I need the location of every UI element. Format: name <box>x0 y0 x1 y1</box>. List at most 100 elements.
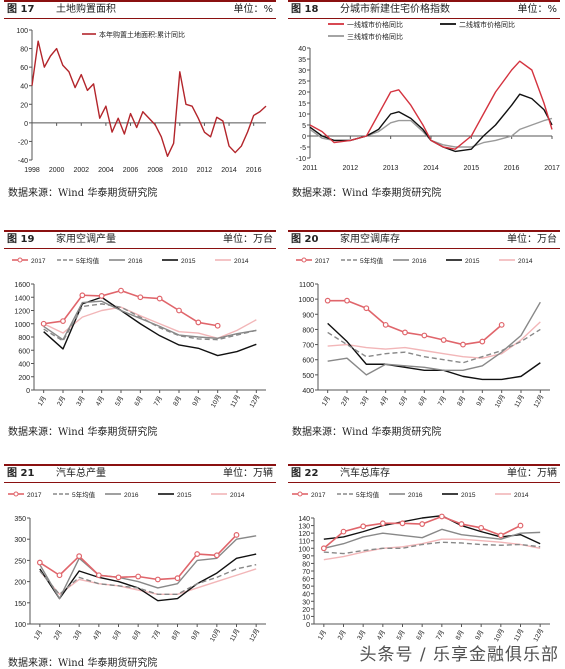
legend-label: 2017 <box>27 492 42 499</box>
x-tick-label: 9月 <box>189 629 201 642</box>
y-tick-label: 20 <box>298 90 306 97</box>
y-tick-label: 100 <box>298 546 310 553</box>
data-point <box>460 341 466 348</box>
data-point <box>213 552 220 559</box>
series-line <box>327 299 503 346</box>
legend-label: 5年均值 <box>360 256 384 265</box>
x-tick-label: 2016 <box>246 167 262 174</box>
x-tick-label: 12月 <box>248 393 262 409</box>
y-tick-label: 1400 <box>14 295 30 302</box>
series-line <box>309 117 553 148</box>
legend-label: 2014 <box>234 258 249 265</box>
x-tick-label: 6月 <box>414 629 426 642</box>
x-tick-label: 6月 <box>417 395 429 408</box>
legend-label: 2015 <box>461 492 476 499</box>
y-tick-label: 40 <box>302 592 310 599</box>
x-tick-label: 2014 <box>423 165 439 172</box>
x-tick-label: 1月 <box>316 629 328 642</box>
y-tick-label: 1100 <box>299 282 314 289</box>
legend-label: 二线城市价格同比 <box>459 20 515 29</box>
data-point <box>438 513 445 520</box>
legend-label: 2016 <box>408 492 423 499</box>
legend-label: 2014 <box>514 492 529 499</box>
legend-label: 5年均值 <box>72 490 96 499</box>
y-tick-label: 35 <box>298 57 306 64</box>
x-tick-label: 2004 <box>98 167 114 174</box>
x-tick-label: 1月 <box>320 395 332 408</box>
series-line <box>327 328 541 364</box>
data-point <box>382 321 389 328</box>
series-line <box>323 528 541 549</box>
data-point <box>517 522 524 529</box>
y-tick-label: 50 <box>302 584 310 591</box>
x-tick-label: 8月 <box>171 395 183 408</box>
y-tick-label: 80 <box>302 561 310 568</box>
chart-panel-17: 图 17 土地购置面积 单位：% -40 -20 0 20 40 60 80 100 1998 2… <box>4 0 276 200</box>
y-tick-label: 1000 <box>298 297 314 304</box>
figure-number: 图 18 <box>291 4 319 15</box>
y-tick-label: 150 <box>14 601 26 608</box>
x-tick-label: 4月 <box>378 395 390 408</box>
series-line <box>39 568 257 596</box>
x-tick-label: 12月 <box>532 393 546 409</box>
x-tick-label: 5月 <box>397 395 409 408</box>
series-line <box>323 541 541 555</box>
y-tick-label: 400 <box>18 362 30 369</box>
x-tick-label: 7月 <box>434 629 446 642</box>
x-tick-label: 2017 <box>544 165 560 172</box>
x-tick-label: 10月 <box>209 393 223 409</box>
y-tick-label: 10 <box>298 112 306 119</box>
series-line <box>31 40 267 157</box>
x-tick-label: 2013 <box>383 165 399 172</box>
chart-21-plot: 100 150 200 250 300 350 1月 2月 3月 4月 5月 6月 7月 8月 9月 10月 1… <box>8 490 266 643</box>
data-point <box>419 521 426 527</box>
source-note: 数据来源：Wind 华泰期货研究院 <box>292 188 442 199</box>
series-line <box>39 534 238 581</box>
chart-unit: 单位：万辆 <box>507 468 557 479</box>
legend-label: 2016 <box>124 492 139 499</box>
x-tick-label: 8月 <box>170 629 182 642</box>
legend-label: 本年购置土地面积:累计同比 <box>99 30 185 39</box>
x-tick-label: 5月 <box>113 395 125 408</box>
x-tick-label: 2002 <box>73 167 89 174</box>
series-line <box>39 563 257 596</box>
x-tick-label: 1998 <box>24 167 40 174</box>
data-point <box>340 528 347 535</box>
y-tick-label: 80 <box>20 47 28 54</box>
data-point <box>399 520 406 527</box>
data-point <box>440 337 447 343</box>
y-tick-label: 600 <box>18 348 30 355</box>
y-tick-label: 0 <box>26 388 30 395</box>
y-tick-label: 800 <box>18 335 30 342</box>
legend-label: 2015 <box>465 258 480 265</box>
legend-label: 2017 <box>31 258 46 265</box>
x-tick-label: 2015 <box>464 165 480 172</box>
x-tick-label: 2012 <box>197 167 213 174</box>
y-tick-label: 400 <box>302 388 314 395</box>
x-tick-label: 9月 <box>191 395 203 408</box>
chart-unit: 单位：万台 <box>223 234 273 245</box>
y-tick-label: -40 <box>18 158 28 165</box>
y-tick-label: 30 <box>302 599 310 606</box>
x-tick-label: 2月 <box>339 395 351 408</box>
x-tick-label: 2011 <box>302 165 317 172</box>
figure-number: 图 17 <box>7 4 35 15</box>
y-tick-label: 0 <box>24 121 28 128</box>
y-tick-label: 200 <box>14 580 26 587</box>
series-line <box>309 93 553 153</box>
chart-unit: 单位：万辆 <box>223 468 273 479</box>
x-tick-label: 2016 <box>504 165 520 172</box>
y-tick-label: 100 <box>16 28 28 35</box>
chart-panel-20: 图 20 家用空调库存 单位：万台 400 500 600 700 800 900 1000… <box>288 230 560 440</box>
chart-unit: 单位：% <box>517 4 557 15</box>
legend-label: 2016 <box>412 258 427 265</box>
chart-title: 分城市新建住宅价格指数 <box>340 4 450 15</box>
data-point <box>402 329 408 336</box>
data-point <box>363 305 370 312</box>
chart-panel-19: 图 19 家用空调产量 单位：万台 0 200 400 600 800 1000 1200 1… <box>4 230 276 440</box>
x-tick-label: 5月 <box>111 629 123 642</box>
legend-label: 2017 <box>311 492 326 499</box>
data-point <box>458 521 465 527</box>
data-point <box>60 318 66 324</box>
